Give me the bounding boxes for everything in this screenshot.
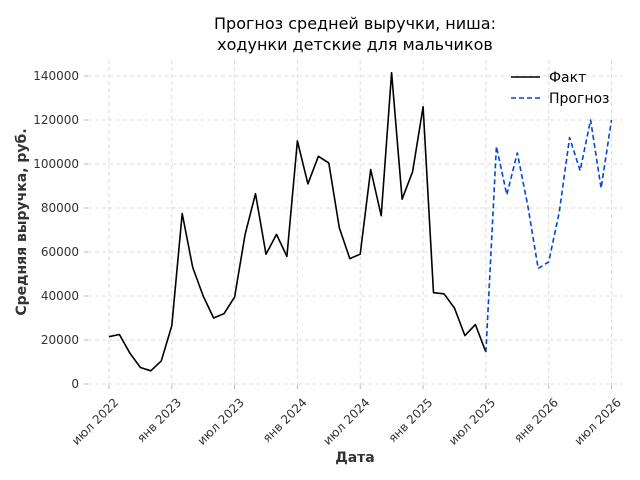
x-tick-label: июл 2025 xyxy=(446,395,498,447)
legend-label-prognoz: Прогноз xyxy=(549,91,610,107)
x-tick-label: янв 2024 xyxy=(260,395,310,445)
y-axis-ticks: 0 20000 40000 60000 80000 100000 120000 140000 xyxy=(33,69,88,391)
y-tick-label: 20000 xyxy=(41,333,79,347)
y-tick-label: 140000 xyxy=(33,69,79,83)
series-line-fakt xyxy=(108,71,487,372)
x-tick-label: июл 2024 xyxy=(320,395,372,447)
x-tick-label: июл 2023 xyxy=(195,395,247,447)
x-tick-label: янв 2025 xyxy=(386,395,436,445)
x-axis-ticks: июл 2022 янв 2023 июл 2023 янв 2024 июл 2024… xyxy=(69,385,624,448)
y-tick-label: 120000 xyxy=(33,113,79,127)
x-tick-label: июл 2022 xyxy=(69,395,121,447)
x-tick-label: янв 2026 xyxy=(511,395,561,445)
y-tick-label: 40000 xyxy=(41,289,79,303)
chart-title-line1: Прогноз средней выручки, ниша: xyxy=(214,14,496,33)
x-axis-label: Дата xyxy=(335,450,374,466)
y-tick-label: 100000 xyxy=(33,157,79,171)
y-tick-label: 60000 xyxy=(41,245,79,259)
chart-title-line2: ходунки детские для мальчиков xyxy=(217,35,493,54)
series-line-prognoz xyxy=(485,119,613,353)
x-tick-label: июл 2026 xyxy=(572,395,624,447)
legend-label-fakt: Факт xyxy=(549,70,586,86)
y-tick-label: 80000 xyxy=(41,201,79,215)
x-tick-label: янв 2023 xyxy=(134,395,184,445)
legend: Факт Прогноз xyxy=(511,70,610,107)
series-lines xyxy=(108,71,613,372)
y-tick-label: 0 xyxy=(71,377,79,391)
grid xyxy=(88,60,622,385)
y-axis-label: Средняя выручка, руб. xyxy=(14,128,30,315)
